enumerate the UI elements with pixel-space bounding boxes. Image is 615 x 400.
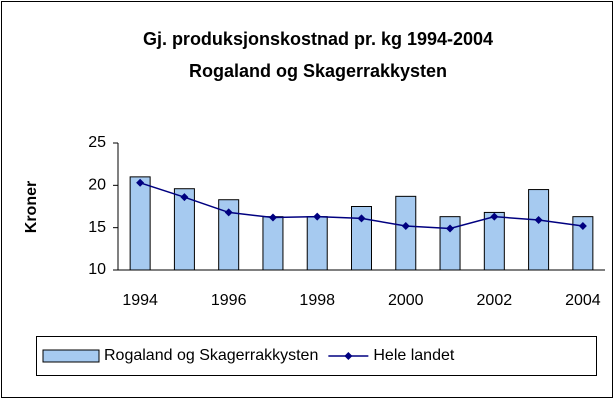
legend-box [36, 336, 597, 376]
marker [578, 221, 587, 230]
marker [534, 216, 543, 225]
marker [490, 212, 499, 221]
y-tick-label: 15 [88, 219, 106, 236]
y-tick-label: 10 [88, 261, 106, 278]
marker [401, 221, 410, 230]
marker [357, 214, 366, 223]
bar [306, 216, 328, 271]
chart-title: Gj. produksjonskostnad pr. kg 1994-2004 [143, 29, 493, 49]
marker [313, 212, 322, 221]
x-tick-label: 2000 [388, 292, 424, 309]
legend-marker [344, 352, 353, 360]
bar [483, 211, 505, 271]
bar [528, 189, 550, 271]
marker [180, 193, 189, 202]
marker [136, 178, 145, 187]
x-tick-label: 2004 [565, 292, 601, 309]
legend-label: Rogaland og Skagerrakkysten [104, 347, 318, 364]
chart-subtitle: Rogaland og Skagerrakkysten [189, 61, 447, 81]
y-axis-label: Kroner [23, 181, 40, 233]
bar [262, 216, 284, 271]
x-tick-label: 1998 [299, 292, 335, 309]
x-tick-label: 1996 [211, 292, 247, 309]
marker [268, 213, 277, 222]
marker [224, 208, 233, 217]
bar [395, 195, 417, 271]
legend-swatch [42, 349, 100, 363]
x-tick-label: 1994 [122, 292, 158, 309]
y-tick-label: 20 [88, 177, 106, 194]
y-tick-label: 25 [88, 134, 106, 151]
x-tick-label: 2002 [477, 292, 513, 309]
legend-label: Hele landet [373, 347, 455, 364]
marker [446, 224, 455, 233]
bar [129, 176, 151, 271]
